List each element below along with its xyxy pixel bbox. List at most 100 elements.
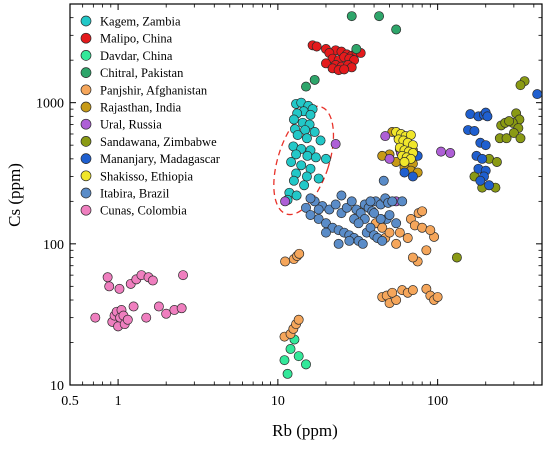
data-point [147, 275, 158, 286]
legend-marker [80, 153, 92, 164]
data-point [294, 248, 305, 259]
data-point [302, 150, 313, 161]
data-point [384, 153, 395, 164]
data-point [301, 202, 311, 213]
data-point [407, 285, 418, 296]
data-point [346, 11, 357, 22]
series-group [399, 89, 543, 191]
legend-marker [80, 84, 92, 96]
data-point [305, 193, 316, 204]
legend-marker [80, 187, 92, 199]
data-point [380, 131, 391, 142]
data-point [353, 218, 364, 229]
data-point [313, 173, 324, 184]
legend-marker [80, 15, 92, 27]
legend-marker [80, 67, 92, 78]
data-point [280, 256, 291, 267]
data-point [313, 204, 324, 215]
data-point [384, 227, 395, 238]
legend-label: Shakisso, Ethiopia [100, 169, 194, 183]
data-point [504, 116, 515, 127]
x-axis-title: Rb (ppm) [272, 421, 338, 440]
data-point [480, 140, 491, 151]
data-point [501, 133, 512, 144]
legend-marker [80, 118, 92, 130]
data-point [114, 283, 125, 294]
legend-label: Sandawana, Zimbabwe [100, 135, 217, 149]
data-point [344, 235, 355, 246]
data-point [291, 190, 302, 201]
data-point [432, 292, 443, 302]
x-tick-label: 1 [115, 394, 122, 409]
data-point [315, 135, 326, 146]
data-point [515, 133, 526, 144]
data-point [445, 148, 456, 158]
legend-label: Kagem, Zambia [100, 15, 181, 29]
series-group [451, 76, 530, 263]
data-point [374, 11, 385, 22]
data-point [377, 235, 388, 246]
data-point [122, 314, 133, 325]
data-point [475, 175, 486, 186]
data-point [296, 160, 307, 171]
legend-label: Panjshir, Afghanistan [100, 83, 208, 97]
legend-marker [80, 50, 92, 61]
data-point [293, 314, 304, 325]
data-point [292, 130, 303, 140]
y-tick-label: 100 [43, 238, 64, 253]
data-point [310, 152, 321, 163]
plot-frame [69, 3, 543, 386]
data-point [128, 301, 139, 312]
data-point [321, 58, 331, 69]
data-point [280, 196, 291, 207]
data-point [399, 157, 410, 167]
data-point [425, 225, 436, 236]
data-point [451, 252, 462, 263]
series-group [90, 270, 188, 332]
data-point [369, 208, 380, 219]
legend-label: Ural, Russia [100, 118, 162, 132]
data-point [484, 180, 495, 191]
data-point [291, 149, 302, 160]
annotations [273, 105, 335, 216]
series-group [307, 40, 366, 76]
data-point [301, 171, 312, 182]
data-point [384, 210, 395, 220]
data-point [288, 114, 299, 125]
data-point [387, 287, 398, 298]
data-point [321, 227, 331, 238]
data-point [286, 157, 297, 167]
data-point [402, 233, 413, 243]
series-group [301, 11, 402, 92]
data-point [391, 238, 402, 249]
series-group [279, 334, 311, 379]
data-point [407, 252, 418, 263]
data-points [90, 11, 543, 379]
data-point [288, 175, 299, 186]
data-point [153, 301, 164, 312]
data-point [301, 133, 312, 144]
data-point [365, 196, 376, 207]
data-point [357, 238, 368, 249]
x-tick-label: 10 [271, 394, 285, 409]
data-point [309, 74, 320, 85]
data-point [285, 344, 296, 354]
x-tick-label: 100 [427, 394, 448, 409]
data-point [436, 146, 446, 157]
data-point [330, 199, 341, 210]
series-group [279, 206, 443, 342]
legend-marker [80, 32, 92, 44]
data-point [491, 157, 502, 167]
data-point [465, 109, 476, 120]
data-point [301, 81, 311, 92]
legend-marker [80, 204, 92, 216]
data-point [375, 214, 386, 224]
data-point [102, 272, 113, 283]
data-point [299, 180, 310, 191]
data-point [321, 153, 331, 164]
data-point [417, 222, 428, 233]
data-point [378, 175, 389, 186]
axis-ticks: 0.5 1 10 100 10 100 1000 [36, 4, 542, 409]
